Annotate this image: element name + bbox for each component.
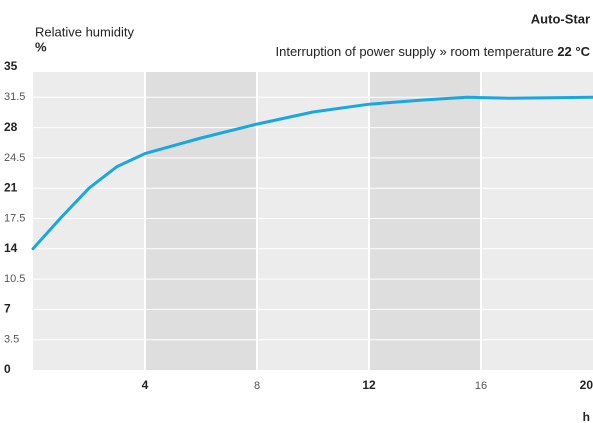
band (369, 72, 481, 370)
y-tick-label: 28 (4, 120, 18, 134)
y-label: Relative humidity (35, 24, 134, 39)
x-tick-label: 16 (475, 380, 487, 392)
band (145, 72, 257, 370)
plot-background (33, 72, 593, 370)
y-tick-label: 0 (4, 362, 11, 376)
y-tick-label: 3.5 (4, 334, 19, 346)
x-tick-label: 20 (580, 378, 593, 392)
subtitle: Interruption of power supply » room temp… (276, 44, 591, 59)
subtitle-value: 22 °C (557, 44, 590, 59)
x-tick-label: 12 (362, 378, 376, 392)
subtitle-text: Interruption of power supply » room temp… (276, 44, 554, 59)
y-tick-label: 31.5 (4, 91, 25, 103)
y-tick-label: 10.5 (4, 273, 25, 285)
y-tick-label: 7 (4, 302, 11, 316)
chart-title: Auto-Star (531, 11, 590, 26)
y-tick-label: 24.5 (4, 152, 25, 164)
y-tick-label: 17.5 (4, 212, 25, 224)
y-tick-label: 35 (4, 59, 18, 73)
line (31, 95, 593, 251)
x-tick-label: 8 (254, 380, 260, 392)
y-unit: % (35, 39, 47, 54)
x-unit: h (583, 410, 590, 423)
y-tick-label: 21 (4, 180, 18, 194)
y-tick-label: 14 (4, 241, 18, 255)
x-tick-label: 4 (142, 378, 149, 392)
